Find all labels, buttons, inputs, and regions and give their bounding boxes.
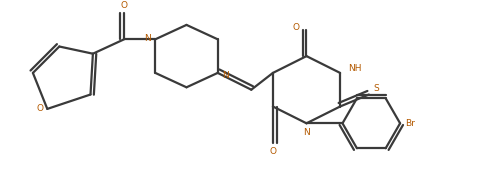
Text: Br: Br xyxy=(405,119,415,128)
Text: O: O xyxy=(121,1,128,10)
Text: N: N xyxy=(144,34,150,43)
Text: O: O xyxy=(269,147,277,156)
Text: NH: NH xyxy=(348,64,361,73)
Text: S: S xyxy=(373,84,379,93)
Text: N: N xyxy=(303,128,310,137)
Text: N: N xyxy=(222,71,229,80)
Text: O: O xyxy=(292,23,299,32)
Text: O: O xyxy=(36,104,43,113)
